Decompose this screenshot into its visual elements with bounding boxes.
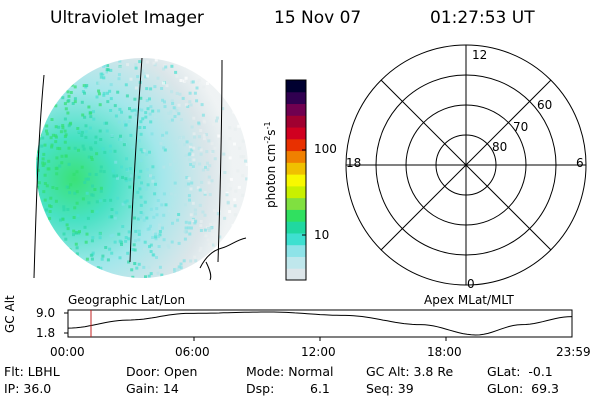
polar-label-6: 6 <box>576 156 584 170</box>
colorbar-band <box>286 127 306 140</box>
polar-label-12: 12 <box>472 48 488 62</box>
sequence-value: Seq: 39 <box>366 381 414 396</box>
timeline-left-title: Geographic Lat/Lon <box>68 293 186 307</box>
colorbar-band <box>286 150 306 163</box>
colorbar-unit-label: photon cm-2s-1 <box>263 121 278 208</box>
meridian-line <box>217 59 223 263</box>
polar-label-0: 0 <box>467 277 475 291</box>
gain-value: Gain: 14 <box>126 381 179 396</box>
altitude-timeline <box>64 309 573 341</box>
dsp-label: Dsp: <box>246 381 275 396</box>
timeline-xtick-2: 12:00 <box>301 345 336 359</box>
altitude-curve <box>67 311 573 336</box>
colorbar-band <box>286 115 306 128</box>
colorbar-band <box>286 221 306 234</box>
uv-image <box>33 57 248 281</box>
colorbar-band <box>286 162 306 175</box>
polar-lat-80: 80 <box>492 140 508 154</box>
mode-value: Mode: Normal <box>246 364 334 379</box>
timeline-xtick-1: 06:00 <box>175 345 210 359</box>
geographic-longitude: GLon: 69.3 <box>487 381 559 396</box>
polar-lat-60: 60 <box>537 98 553 112</box>
polar-grid <box>345 44 587 286</box>
colorbar-band <box>286 232 306 246</box>
ip-value: IP: 36.0 <box>4 381 52 396</box>
coastline <box>199 237 247 269</box>
timeline-ytick-1-8: 1.8 <box>36 326 56 340</box>
time-label: 01:27:53 UT <box>430 8 535 28</box>
timeline-xtick-4: 23:59 <box>556 345 591 359</box>
colorbar-band <box>286 174 306 187</box>
timeline-xtick-0: 00:00 <box>50 345 85 359</box>
meridian-line <box>33 74 45 279</box>
colorbar-band <box>286 80 306 93</box>
timeline-xtick-3: 18:00 <box>427 345 462 359</box>
door-status: Door: Open <box>126 364 198 379</box>
color-scale-bar <box>285 79 307 281</box>
colorbar-tick-10: 10 <box>314 228 330 242</box>
colorbar-band <box>286 138 306 152</box>
meridian-line <box>129 57 143 263</box>
geographic-latitude: GLat: -0.1 <box>487 364 553 379</box>
colorbar-band <box>286 256 306 269</box>
colorbar-band <box>286 209 306 222</box>
colorbar-band <box>286 91 306 105</box>
polar-lat-70: 70 <box>513 120 529 134</box>
colorbar-tick-100: 100 <box>314 142 337 156</box>
colorbar-band <box>286 244 306 257</box>
date-label: 15 Nov 07 <box>274 8 362 28</box>
colorbar-band <box>286 268 306 281</box>
timeline-ytick-9: 9.0 <box>36 306 56 320</box>
timeline-right-title: Apex MLat/MLT <box>424 293 514 307</box>
timeline-axis-label: GC Alt <box>3 295 17 333</box>
polar-label-18: 18 <box>346 156 362 170</box>
filter-value: Flt: LBHL <box>4 364 60 379</box>
gc-altitude: GC Alt: 3.8 Re <box>366 364 454 379</box>
instrument-title: Ultraviolet Imager <box>50 8 204 28</box>
coastline <box>205 261 212 281</box>
colorbar-band <box>286 185 306 199</box>
colorbar-band <box>286 197 306 210</box>
colorbar-band <box>286 103 306 116</box>
dsp-value: 6.1 <box>310 381 330 396</box>
